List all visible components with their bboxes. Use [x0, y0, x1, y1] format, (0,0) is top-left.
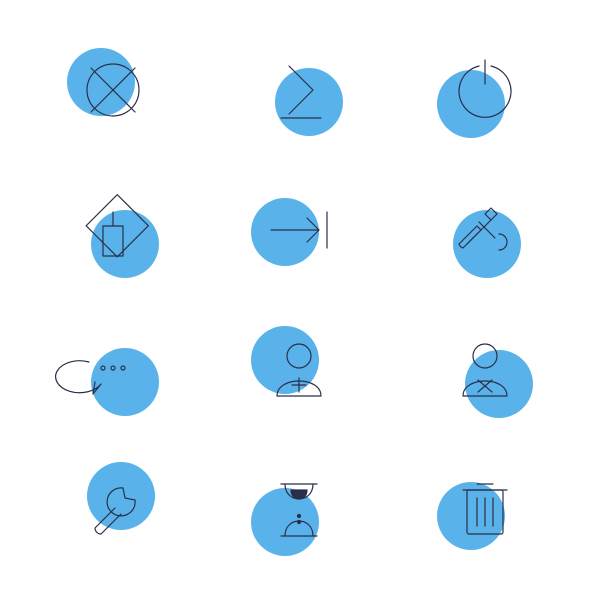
add-user-icon-glyph — [259, 330, 339, 410]
remove-user-icon — [412, 310, 558, 430]
cancel-circle-icon-glyph — [73, 50, 153, 130]
skip-to-end-icon-glyph — [259, 190, 339, 270]
upload-icon — [40, 170, 186, 290]
wrench-icon-glyph — [73, 470, 153, 550]
add-user-icon — [226, 310, 372, 430]
chat-typing-icon-glyph — [73, 330, 153, 410]
chevron-right-icon — [226, 30, 372, 150]
remove-user-icon-glyph — [445, 330, 525, 410]
hourglass-icon-glyph — [259, 470, 339, 550]
icon-grid — [0, 0, 598, 600]
tools-icon — [412, 170, 558, 290]
cancel-circle-icon — [40, 30, 186, 150]
tools-icon-glyph — [445, 190, 525, 270]
power-icon-glyph — [445, 50, 525, 130]
wrench-icon — [40, 450, 186, 570]
power-icon — [412, 30, 558, 150]
upload-icon-glyph — [73, 190, 153, 270]
trash-icon — [412, 450, 558, 570]
chat-typing-icon — [40, 310, 186, 430]
trash-icon-glyph — [445, 470, 525, 550]
hourglass-icon — [226, 450, 372, 570]
chevron-right-icon-glyph — [259, 50, 339, 130]
skip-to-end-icon — [226, 170, 372, 290]
